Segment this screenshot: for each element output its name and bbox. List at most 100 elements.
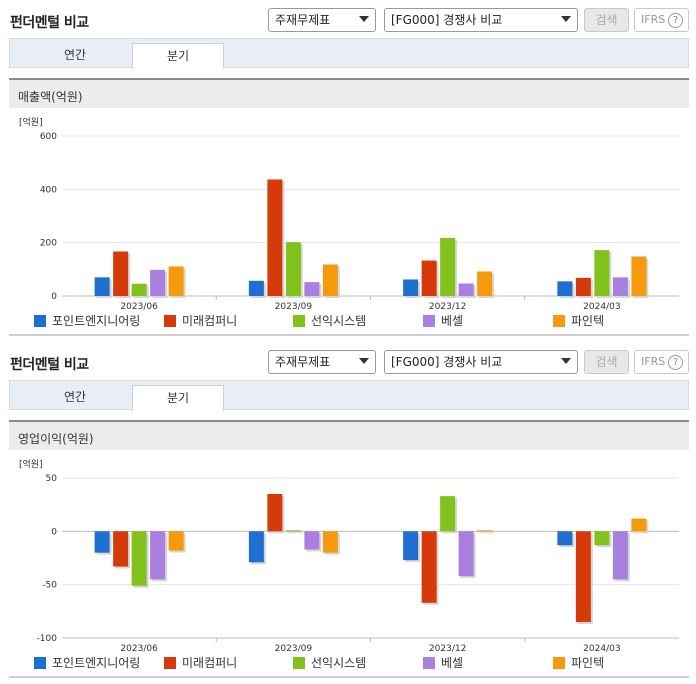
tab-annual[interactable]: 연간 xyxy=(63,390,87,404)
bar xyxy=(322,531,338,553)
bar xyxy=(131,283,147,296)
legend-item[interactable]: 선익시스템 xyxy=(293,654,366,671)
bar xyxy=(594,250,610,296)
bar xyxy=(248,280,264,296)
x-tick-label: 2024/03 xyxy=(583,644,620,654)
comparison-select[interactable]: [FG000] 경쟁사 비교 xyxy=(384,8,578,32)
bar xyxy=(285,530,301,532)
bar xyxy=(557,281,573,296)
period-tabs: 연간 분기 xyxy=(9,380,689,411)
statement-select[interactable]: 주재무제표 xyxy=(268,8,376,32)
legend-swatch xyxy=(293,657,305,669)
y-tick-label: 400 xyxy=(40,185,57,195)
legend-item[interactable]: 파인텍 xyxy=(553,654,604,671)
section-title: 매출액(억원) xyxy=(18,90,83,104)
fundamental-panel-operating-profit: 펀더멘털 비교 주재무제표 [FG000] 경쟁사 비교 검색 IFRS ? 연… xyxy=(0,342,696,684)
ifrs-button[interactable]: IFRS ? xyxy=(634,8,689,32)
y-unit-label: [억원] xyxy=(19,458,43,470)
legend-swatch xyxy=(553,315,565,327)
bar xyxy=(322,264,338,296)
bar xyxy=(403,279,419,296)
legend-label: 포인트엔지니어링 xyxy=(52,314,141,328)
x-tick-label: 2023/06 xyxy=(120,302,158,312)
panel-header: 펀더멘털 비교 주재무제표 [FG000] 경쟁사 비교 검색 IFRS ? xyxy=(0,0,696,38)
bar xyxy=(94,277,110,296)
x-tick-label: 2024/03 xyxy=(583,302,620,312)
x-tick-label: 2023/09 xyxy=(275,302,313,312)
legend-item[interactable]: 미래컴퍼니 xyxy=(164,312,237,329)
statement-select-value: 주재무제표 xyxy=(275,355,331,369)
help-icon[interactable]: ? xyxy=(668,13,683,28)
legend-item[interactable]: 포인트엔지니어링 xyxy=(34,312,140,329)
section-title: 영업이익(억원) xyxy=(18,432,94,446)
ifrs-label: IFRS xyxy=(641,355,666,368)
tab-quarterly[interactable]: 분기 xyxy=(132,43,224,69)
legend-swatch xyxy=(34,657,46,669)
y-tick-label: 200 xyxy=(40,239,57,249)
legend-item[interactable]: 베셀 xyxy=(423,312,463,329)
search-button[interactable]: 검색 xyxy=(584,8,629,32)
bar xyxy=(304,531,320,550)
chevron-down-icon xyxy=(561,16,571,22)
bar xyxy=(458,283,474,296)
legend-swatch xyxy=(553,657,565,669)
bar xyxy=(267,494,283,532)
bar xyxy=(248,531,264,563)
comparison-select-value: [FG000] 경쟁사 비교 xyxy=(391,355,503,369)
chevron-down-icon xyxy=(561,358,571,364)
help-icon[interactable]: ? xyxy=(668,355,683,370)
statement-select[interactable]: 주재무제표 xyxy=(268,350,376,374)
bar xyxy=(113,531,129,567)
legend-item[interactable]: 파인텍 xyxy=(553,312,604,329)
legend-item[interactable]: 베셀 xyxy=(423,654,463,671)
bar xyxy=(94,531,110,553)
legend-label: 미래컴퍼니 xyxy=(182,314,238,328)
bar xyxy=(113,251,129,296)
bar xyxy=(631,518,647,532)
legend-label: 선익시스템 xyxy=(311,656,367,670)
legend-swatch xyxy=(164,657,176,669)
comparison-select-value: [FG000] 경쟁사 비교 xyxy=(391,13,503,27)
chart-svg: [억원]50 0 -50 -100 2023/06 2023/09 2023/12 2024/… xyxy=(19,458,679,654)
legend-label: 베셀 xyxy=(441,314,464,328)
bar-shadow xyxy=(287,532,303,534)
legend-item[interactable]: 미래컴퍼니 xyxy=(164,654,237,671)
y-tick-label: 50 xyxy=(46,474,58,484)
x-tick-label: 2023/09 xyxy=(275,644,313,654)
legend-label: 베셀 xyxy=(441,656,464,670)
y-tick-label: -50 xyxy=(42,581,57,591)
legend-item[interactable]: 포인트엔지니어링 xyxy=(34,654,140,671)
bar xyxy=(440,237,456,296)
bar xyxy=(150,531,166,580)
period-tabs: 연간 분기 xyxy=(9,38,689,69)
chart-legend: 포인트엔지니어링 미래컴퍼니 선익시스템 베셀 파인텍 xyxy=(9,652,689,674)
bar-shadow xyxy=(479,532,495,534)
legend-swatch xyxy=(423,315,435,327)
ifrs-label: IFRS xyxy=(641,13,666,26)
comparison-select[interactable]: [FG000] 경쟁사 비교 xyxy=(384,350,578,374)
y-tick-label: 0 xyxy=(51,527,57,537)
bar xyxy=(557,531,573,546)
legend-label: 파인텍 xyxy=(571,314,605,328)
fundamental-panel-sales: 펀더멘털 비교 주재무제표 [FG000] 경쟁사 비교 검색 IFRS ? 연… xyxy=(0,0,696,336)
divider xyxy=(9,676,689,678)
ifrs-button[interactable]: IFRS ? xyxy=(634,350,689,374)
bar xyxy=(403,531,419,561)
x-tick-label: 2023/12 xyxy=(429,644,466,654)
legend-item[interactable]: 선익시스템 xyxy=(293,312,366,329)
legend-label: 포인트엔지니어링 xyxy=(52,656,141,670)
search-button[interactable]: 검색 xyxy=(584,350,629,374)
bar-chart: [억원] 50 0 -50 -100 2023/06 2023/09 2023/12 2024/… xyxy=(9,450,689,654)
divider xyxy=(9,334,689,336)
section-header: 영업이익(억원) xyxy=(9,420,689,450)
bar xyxy=(168,266,184,296)
legend-label: 미래컴퍼니 xyxy=(182,656,238,670)
bar xyxy=(304,282,320,296)
tab-annual[interactable]: 연간 xyxy=(63,48,87,62)
tab-quarterly[interactable]: 분기 xyxy=(132,385,224,411)
x-tick-label: 2023/12 xyxy=(429,302,466,312)
bar xyxy=(631,256,647,296)
bar xyxy=(612,277,628,296)
bar xyxy=(421,260,437,296)
legend-swatch xyxy=(164,315,176,327)
